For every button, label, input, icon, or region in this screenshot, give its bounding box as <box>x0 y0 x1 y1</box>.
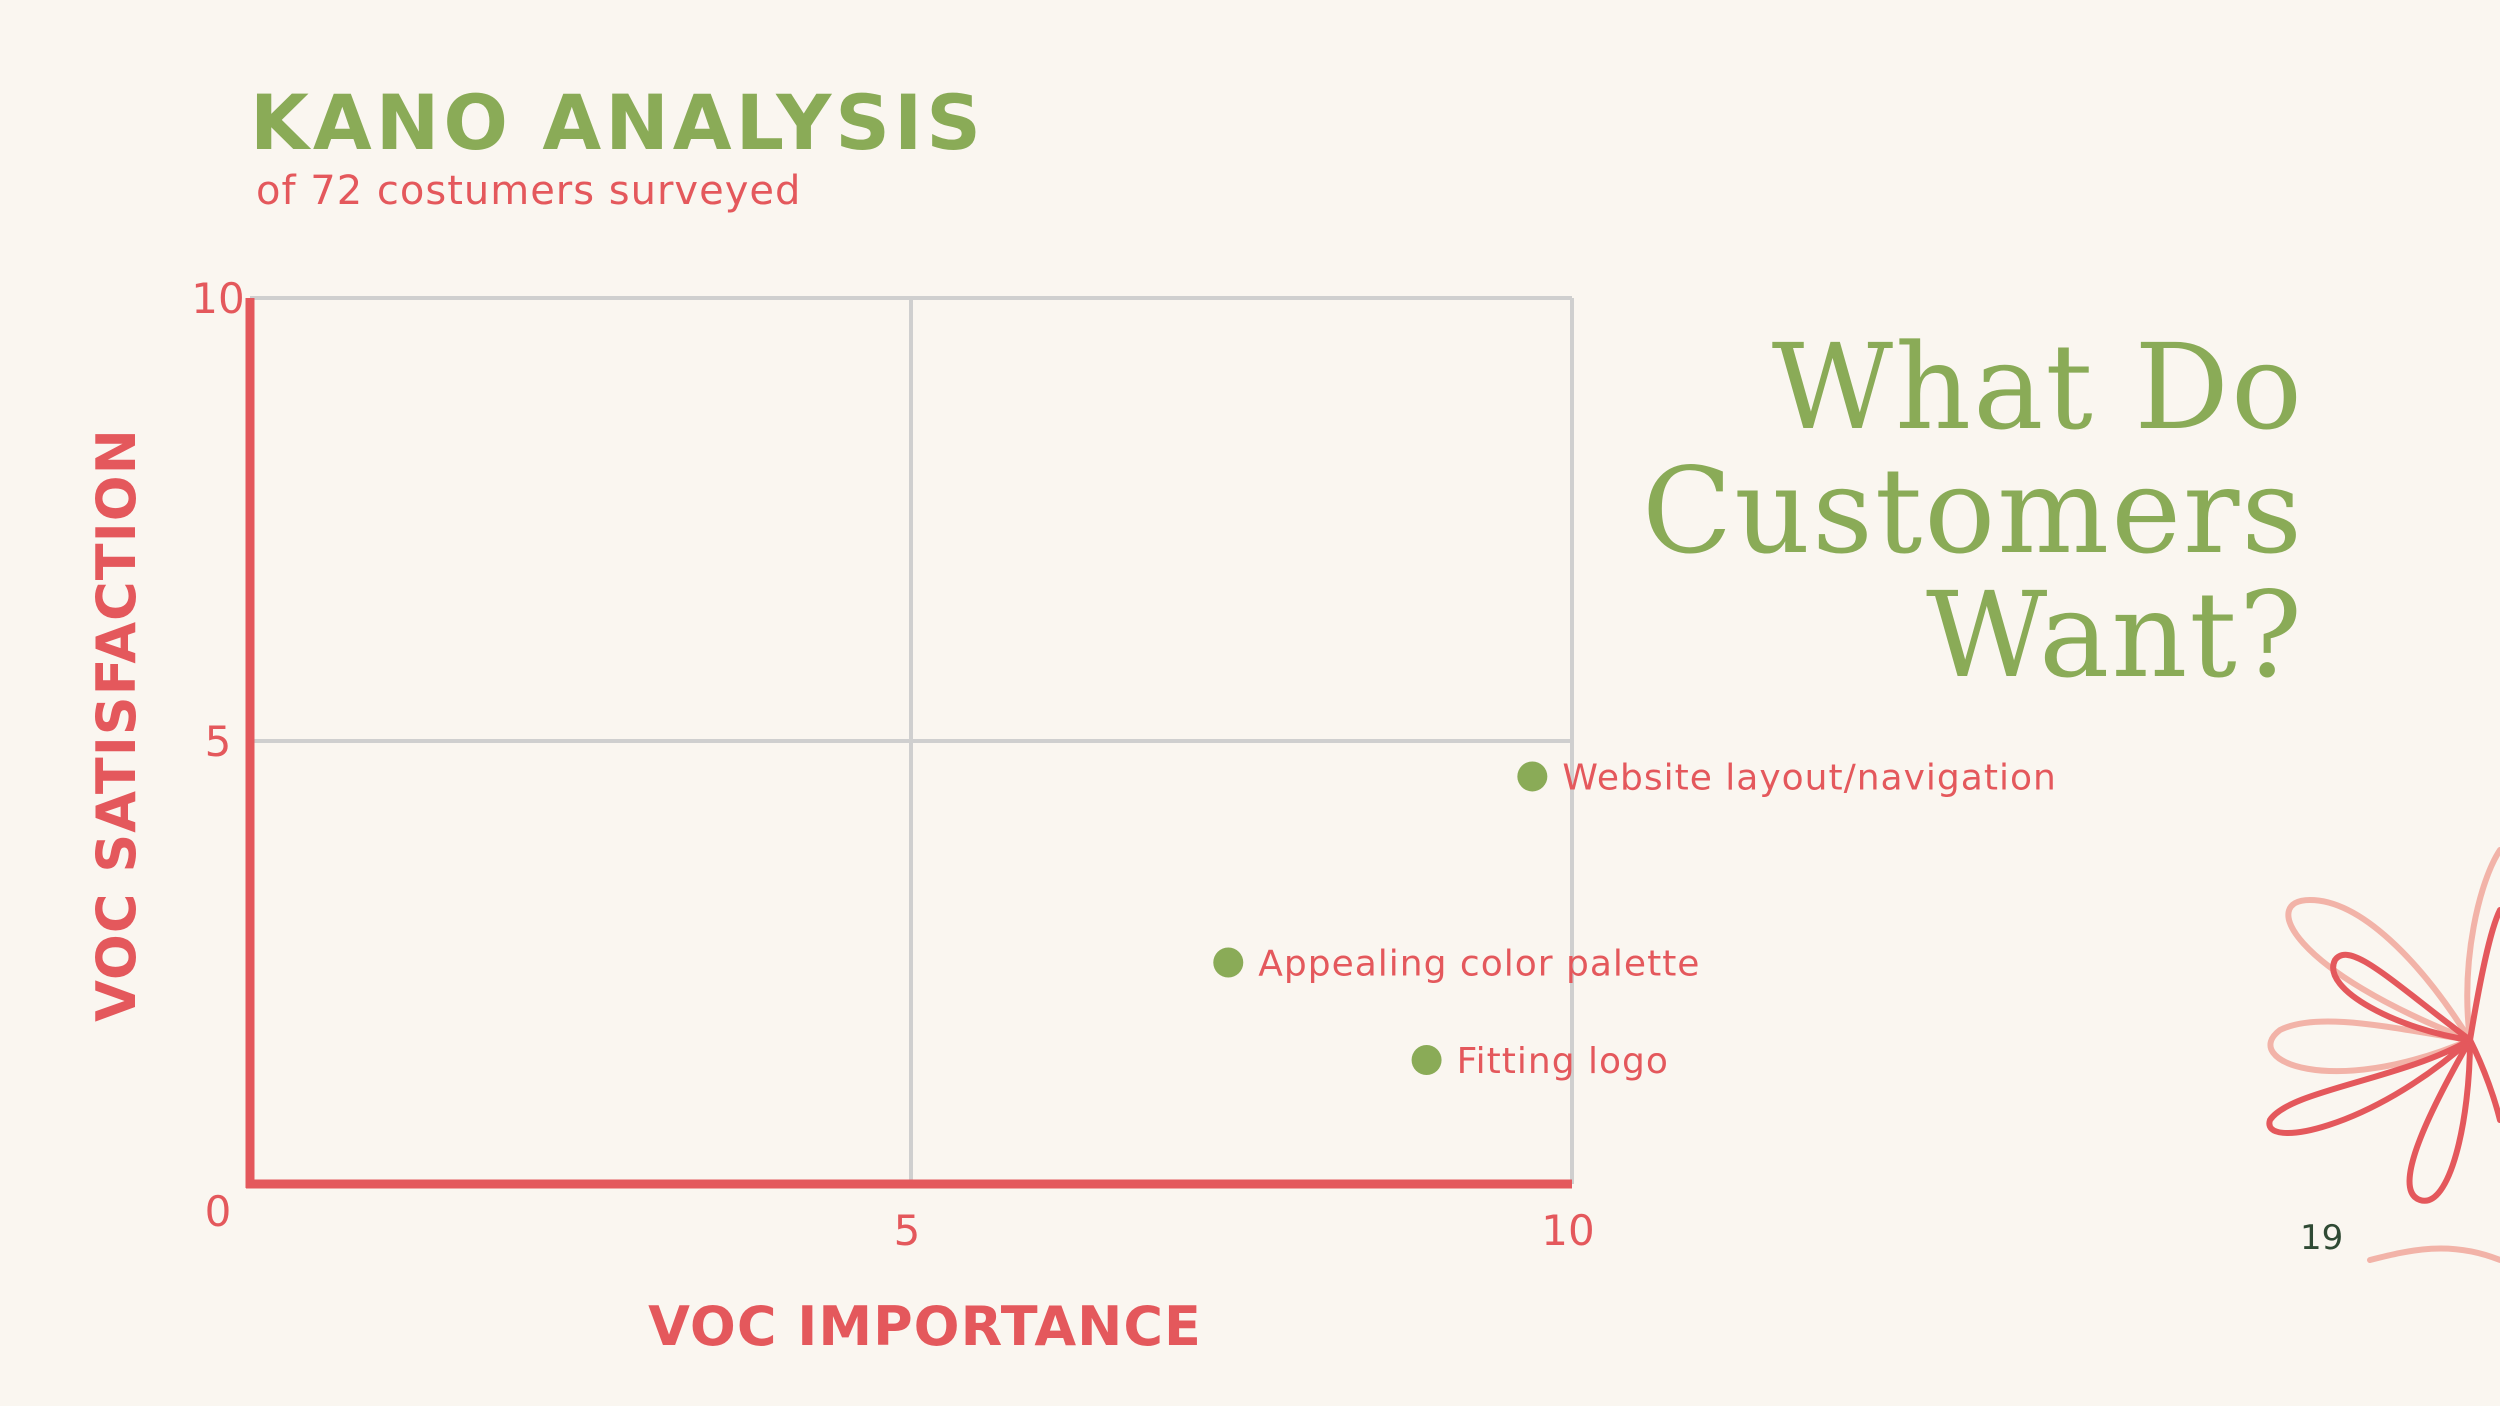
headline-line-3: Want? <box>1925 566 2304 704</box>
headline-line-2: Customers <box>1642 442 2304 580</box>
x-tick-label: 10 <box>1541 1206 1594 1255</box>
data-point-label: Fitting logo <box>1457 1041 1669 1082</box>
y-tick-label: 5 <box>205 717 232 766</box>
data-point-label: Appealing color palette <box>1258 944 1700 985</box>
y-tick-label: 10 <box>191 274 244 323</box>
x-axis-label: VOC IMPORTANCE <box>648 1295 1202 1358</box>
headline: What Do Customers Want? <box>1404 325 2304 697</box>
grid <box>250 296 1574 1184</box>
data-point <box>1411 1044 1442 1075</box>
page-number: 19 <box>2300 1218 2344 1258</box>
data-point-label: Website layout/navigation <box>1562 757 2056 798</box>
x-tick-label: 5 <box>894 1206 921 1255</box>
data-point <box>1213 947 1244 978</box>
slide-title: KANO ANALYSIS <box>250 78 985 167</box>
headline-line-1: What Do <box>1771 318 2304 456</box>
data-point <box>1517 761 1548 792</box>
y-tick-label: 0 <box>205 1187 232 1236</box>
flower-decoration-icon <box>2266 847 2500 1263</box>
tick-labels: 0 5 10 5 10 <box>191 274 1594 1255</box>
axes <box>245 298 1572 1189</box>
y-axis-label: VOC SATISFACTION <box>85 428 148 1022</box>
slide-subtitle: of 72 costumers surveyed <box>256 168 802 214</box>
data-points: Website layout/navigation Appealing color… <box>1213 757 2056 1082</box>
